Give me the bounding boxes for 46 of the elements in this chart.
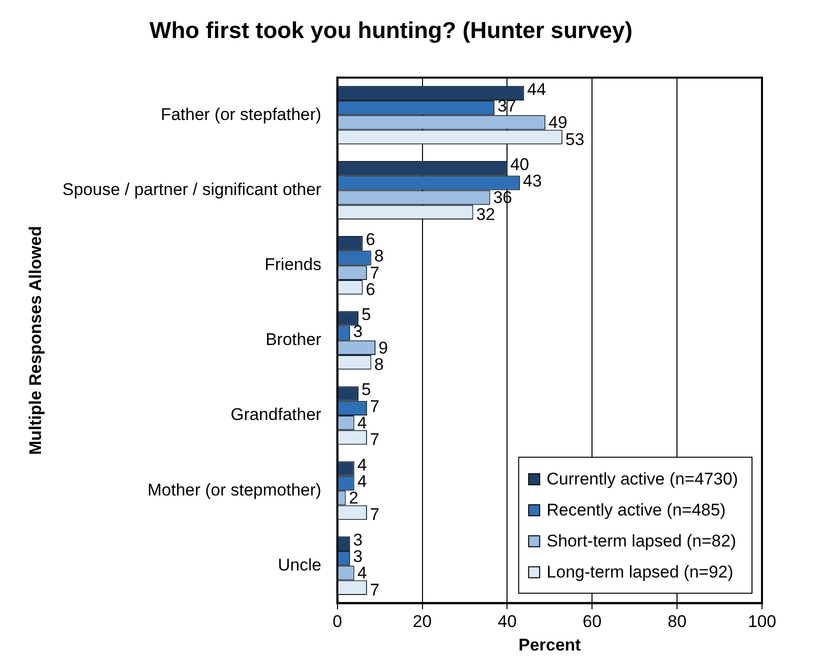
data-label: 7 [370, 505, 380, 524]
y-tick-label: Friends [264, 255, 322, 274]
data-label: 6 [366, 280, 376, 299]
x-tick-label: 40 [498, 612, 517, 632]
legend-label: Short-term lapsed (n=82) [546, 531, 736, 550]
data-label: 7 [370, 430, 380, 450]
data-label: 3 [353, 322, 363, 341]
data-label: 5 [362, 380, 372, 400]
legend-label: Currently active (n=4730) [546, 469, 738, 488]
y-axis-title: Multiple Responses Allowed [26, 226, 45, 455]
y-tick-label: Brother [266, 330, 322, 350]
x-tick-label: 80 [668, 612, 687, 632]
data-label: 40 [510, 154, 530, 174]
data-label: 53 [565, 130, 584, 149]
data-label: 4 [357, 564, 367, 583]
data-label: 3 [353, 547, 363, 566]
legend-label: Long-term lapsed (n=92) [546, 562, 734, 582]
data-label: 9 [378, 338, 388, 358]
data-label: 3 [353, 530, 363, 550]
data-label: 8 [374, 355, 384, 374]
data-label: 6 [366, 230, 376, 250]
y-tick-label: Mother (or stepmother) [147, 480, 322, 500]
data-label: 4 [357, 472, 367, 491]
y-tick-label: Grandfather [230, 405, 322, 424]
chart-title: Who first took you hunting? (Hunter survey) [150, 17, 632, 44]
y-tick-label: Spouse / partner / significant other [62, 180, 322, 199]
data-label: 2 [348, 488, 358, 508]
x-tick-label: 20 [412, 612, 432, 632]
x-axis-title: Percent [518, 635, 582, 654]
data-label: 4 [357, 455, 367, 474]
data-label: 44 [527, 80, 546, 99]
data-label: 7 [370, 396, 380, 416]
x-tick-label: 100 [748, 612, 776, 632]
data-label: 32 [476, 204, 496, 224]
data-label: 7 [370, 580, 380, 600]
data-label: 49 [548, 113, 568, 132]
x-tick-label: 0 [332, 612, 342, 632]
x-tick-label: 60 [582, 612, 602, 632]
y-tick-label: Uncle [278, 555, 322, 574]
data-label: 43 [522, 172, 542, 191]
data-label: 4 [357, 413, 367, 432]
y-tick-label: Father (or stepfather) [160, 104, 322, 124]
data-label: 5 [362, 305, 372, 324]
legend-label: Recently active (n=485) [546, 500, 726, 520]
data-label: 7 [370, 263, 380, 282]
data-label: 8 [374, 246, 384, 266]
